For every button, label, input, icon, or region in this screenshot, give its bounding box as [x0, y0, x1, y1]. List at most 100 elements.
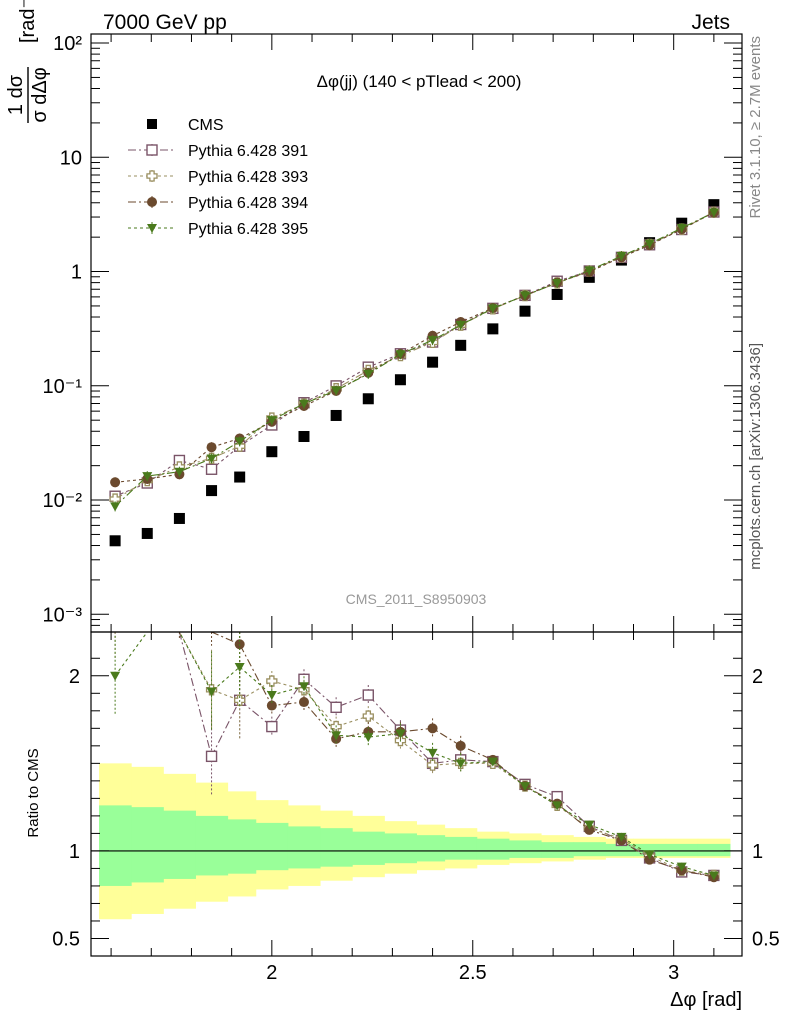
series-0-point [394, 374, 406, 386]
series-1-point [205, 463, 218, 475]
ratio-series-3-point [644, 850, 655, 860]
series-4-point [298, 399, 309, 409]
series-0-point [141, 527, 153, 539]
series-3-point [110, 477, 121, 488]
y-tick-label: 10² [53, 33, 82, 55]
ratio-series-2-point [298, 697, 309, 708]
ratio-band-inner [352, 831, 385, 865]
ratio-band-inner [476, 838, 510, 860]
legend-marker [146, 144, 158, 156]
legend-marker [147, 224, 157, 233]
ratio-plot-points [110, 631, 720, 883]
series-4-point [455, 321, 466, 331]
ratio-band-inner [99, 805, 132, 886]
ratio-band-inner [227, 819, 257, 874]
series-4-point [110, 502, 121, 512]
series-4-point [520, 291, 530, 301]
ratio-series-1-point [362, 710, 374, 722]
series-0-point [206, 485, 218, 497]
ratio-band-inner [416, 835, 446, 862]
y-label-numerator: 1 dσ [5, 74, 27, 115]
ratio-band-inner [287, 826, 321, 869]
x-tick-label: 2.5 [459, 962, 487, 984]
legend-label: Pythia 6.428 394 [188, 195, 308, 212]
ratio-series-2-point [427, 723, 438, 734]
ratio-band-inner [633, 843, 667, 857]
ratio-series-3-point [395, 729, 406, 739]
y-tick-label: 10 [60, 147, 82, 169]
ratio-series-2-point [266, 700, 277, 711]
ratio-series-3-point [676, 862, 687, 872]
series-3-line [115, 212, 715, 483]
legend-label: Pythia 6.428 395 [188, 221, 308, 238]
ratio-series-0-point [266, 720, 278, 733]
ratio-series-3-point [234, 663, 245, 673]
ratio-series-1-point [426, 759, 439, 771]
ratio-series-3-point [584, 820, 595, 830]
series-4-point [644, 239, 655, 249]
ratio-band-inner [320, 828, 353, 867]
x-tick-label: 2 [266, 962, 277, 984]
ratio-plot-frame [90, 631, 743, 957]
ratio-uncertainty-bands [91, 763, 742, 920]
series-4-point [552, 279, 563, 289]
side-label-rivet: Rivet 3.1.10, ≥ 2.7M events [747, 36, 764, 219]
main-y-axis-label: 1 dσ σ dΔφ [rad⁻¹] [5, 0, 51, 123]
ratio-band-inner [573, 842, 606, 857]
ratio-y-tick-label: 2 [69, 666, 80, 688]
header-left-label: 7000 GeV pp [103, 11, 227, 34]
series-0-point [487, 323, 499, 335]
series-3-point [206, 442, 217, 453]
ratio-series-3-point [266, 691, 277, 701]
legend-label: Pythia 6.428 393 [188, 169, 308, 186]
y-tick-label: 10⁻² [43, 490, 83, 512]
series-4-point [206, 454, 217, 464]
legend: CMS Pythia 6.428 391 Pythia 6.428 393 Pythi… [128, 117, 308, 238]
y-tick-label: 10⁻¹ [43, 376, 83, 398]
series-4-point [174, 467, 185, 477]
ratio-band-inner [665, 843, 699, 857]
series-4-point [266, 416, 277, 426]
ratio-series-3-point [110, 671, 121, 681]
ratio-series-3-point [455, 759, 466, 769]
series-0-point [427, 356, 439, 368]
legend-marker [147, 119, 157, 129]
series-0-point [330, 409, 342, 421]
header-right-label: Jets [691, 11, 730, 34]
legend-marker [147, 197, 157, 207]
ratio-band-inner [384, 833, 417, 864]
main-plot-points [109, 199, 720, 547]
series-0-point [109, 535, 121, 547]
series-0-point [519, 305, 531, 317]
series-0-point [234, 471, 246, 483]
series-0-point [708, 199, 720, 211]
ratio-series-1-point [266, 675, 278, 687]
ratio-band-inner [255, 822, 289, 871]
ratio-series-3-point [363, 733, 374, 743]
ratio-series-3-point [616, 832, 627, 842]
ratio-band-inner [444, 836, 478, 860]
ratio-series-3-point [487, 757, 498, 767]
y-label-denominator: σ dΔφ [29, 67, 51, 122]
ratio-series-2-point [584, 824, 595, 835]
x-tick-label: 3 [668, 962, 679, 984]
ratio-y-axis-label: Ratio to CMS [25, 748, 42, 837]
series-4-point [427, 336, 438, 346]
ratio-band-inner [541, 842, 574, 858]
ratio-band-inner [195, 815, 229, 876]
ratio-y-tick-label-right: 0.5 [752, 928, 780, 950]
y-label-unit: [rad⁻¹] [17, 0, 39, 43]
ratio-series-2-point [455, 740, 466, 751]
series-0-point [173, 512, 185, 524]
series-0-point [551, 288, 563, 300]
series-4-point [616, 252, 627, 262]
ratio-series-2-line [115, 631, 714, 878]
series-4-point [363, 369, 374, 379]
ratio-series-3-point [427, 748, 438, 758]
series-4-line [114, 211, 715, 507]
ratio-series-0-point [362, 689, 374, 701]
series-0-point [362, 393, 374, 405]
ratio-series-3-point [552, 801, 563, 811]
ratio-band-inner [697, 843, 731, 857]
